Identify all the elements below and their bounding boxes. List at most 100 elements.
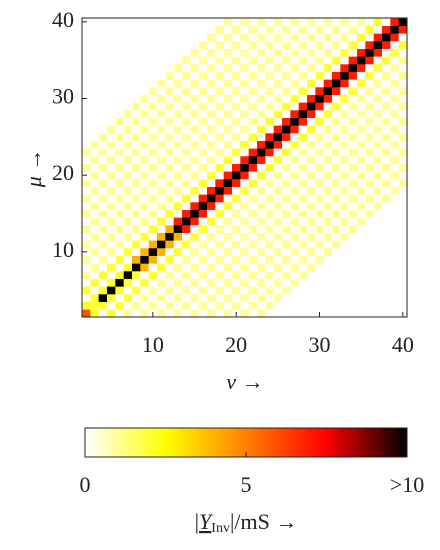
cell xyxy=(307,163,316,172)
cell xyxy=(223,286,233,295)
cell xyxy=(123,294,133,302)
cell xyxy=(157,148,166,157)
cell xyxy=(365,18,374,26)
cell xyxy=(157,171,166,180)
cell xyxy=(382,140,391,149)
cell xyxy=(373,271,383,279)
cell xyxy=(390,163,399,172)
cell xyxy=(332,33,341,42)
cell xyxy=(390,48,399,57)
cell xyxy=(273,140,283,149)
cell xyxy=(273,255,283,264)
cell xyxy=(165,56,174,65)
cell xyxy=(157,271,166,279)
cell xyxy=(157,48,166,57)
cell xyxy=(157,286,166,295)
cell xyxy=(323,18,333,26)
cell xyxy=(390,194,399,203)
cell xyxy=(157,156,166,164)
cell xyxy=(357,133,366,141)
cell xyxy=(82,71,91,80)
cell xyxy=(215,133,224,141)
cell xyxy=(332,117,341,126)
cell xyxy=(382,48,391,57)
cell xyxy=(107,25,116,34)
cell xyxy=(265,102,274,111)
cell xyxy=(115,79,124,88)
cell xyxy=(340,263,349,272)
cell xyxy=(248,133,258,141)
cell xyxy=(182,171,191,180)
cell xyxy=(257,71,266,80)
cell xyxy=(190,163,199,172)
cell xyxy=(240,202,249,210)
cell xyxy=(265,255,274,264)
cell xyxy=(257,64,266,72)
cell xyxy=(107,163,116,172)
cell xyxy=(398,301,408,310)
cell xyxy=(207,202,216,210)
cell xyxy=(282,56,291,65)
cell xyxy=(348,156,358,164)
cell xyxy=(157,232,166,241)
cell xyxy=(207,133,216,141)
cell xyxy=(307,25,316,34)
cell xyxy=(132,278,141,287)
cell xyxy=(165,225,174,233)
cell xyxy=(382,248,391,256)
cell xyxy=(390,232,399,241)
cell xyxy=(132,179,141,187)
cell xyxy=(107,217,116,226)
y-tick-label: 40 xyxy=(52,7,74,32)
cell xyxy=(365,232,374,241)
cell xyxy=(357,186,366,195)
cell xyxy=(348,94,358,103)
cell xyxy=(198,163,208,172)
cell xyxy=(165,41,174,49)
cell xyxy=(340,148,349,157)
cell xyxy=(148,217,158,226)
cell xyxy=(348,286,358,295)
cell xyxy=(82,125,91,134)
cell xyxy=(98,56,108,65)
cell xyxy=(140,33,149,42)
cell xyxy=(357,225,366,233)
cell xyxy=(157,64,166,72)
cell xyxy=(98,179,108,187)
cell xyxy=(348,64,358,72)
cell xyxy=(282,94,291,103)
cell xyxy=(165,140,174,149)
cell xyxy=(115,48,124,57)
cell xyxy=(365,255,374,264)
cell xyxy=(132,240,141,249)
cell xyxy=(198,301,208,310)
cell xyxy=(282,117,291,126)
cell xyxy=(232,133,241,141)
cell xyxy=(90,240,99,249)
cell xyxy=(173,225,183,233)
cell xyxy=(132,87,141,95)
cell xyxy=(190,194,199,203)
cell xyxy=(290,94,299,103)
cell xyxy=(207,240,216,249)
cell xyxy=(190,94,199,103)
cell xyxy=(323,25,333,34)
cell xyxy=(223,301,233,310)
cell xyxy=(315,102,324,111)
cell xyxy=(82,217,91,226)
cell xyxy=(398,94,408,103)
cell xyxy=(348,140,358,149)
cell xyxy=(373,217,383,226)
cell xyxy=(323,102,333,111)
cell xyxy=(265,163,274,172)
cell xyxy=(340,140,349,149)
cell xyxy=(307,309,316,318)
cell xyxy=(282,33,291,42)
cell xyxy=(390,286,399,295)
cell xyxy=(340,79,349,88)
cell xyxy=(82,87,91,95)
cell xyxy=(282,71,291,80)
cell xyxy=(273,41,283,49)
cell xyxy=(123,309,133,318)
